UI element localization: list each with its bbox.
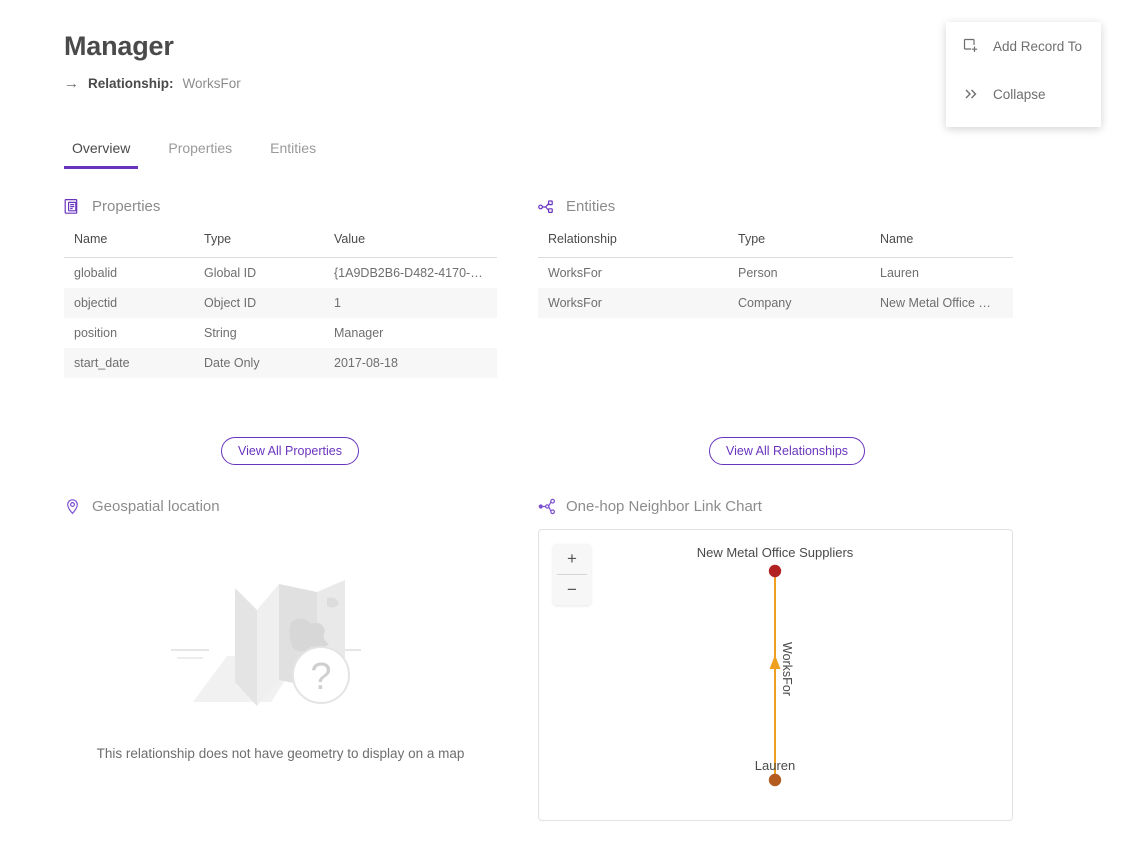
entities-table-header-row: Relationship Type Name xyxy=(538,232,1013,258)
map-empty-message: This relationship does not have geometry… xyxy=(96,746,465,761)
graph-node-person-label: Lauren xyxy=(754,758,796,773)
zoom-divider xyxy=(557,574,587,575)
cell-entity-link[interactable]: New Metal Office … xyxy=(880,296,991,310)
graph-node-company-label: New Metal Office Suppliers xyxy=(696,545,854,560)
link-chart-section-title: One-hop Neighbor Link Chart xyxy=(566,498,762,515)
entities-section-header: Entities xyxy=(538,198,615,215)
cell-type: Company xyxy=(738,296,792,310)
graph-edge-label: WorksFor xyxy=(780,642,794,696)
cell-name: start_date xyxy=(74,356,130,370)
table-row[interactable]: globalid Global ID {1A9DB2B6-D482-4170-… xyxy=(64,258,497,289)
view-all-properties-button[interactable]: View All Properties xyxy=(221,437,359,465)
view-all-relationships-button[interactable]: View All Relationships xyxy=(709,437,866,465)
entities-section-title: Entities xyxy=(566,198,616,215)
breadcrumb: → Relationship: WorksFor xyxy=(64,76,241,91)
double-chevron-right-icon xyxy=(962,86,980,102)
link-chart-panel[interactable]: + − New Metal Office Suppliers Lauren Wo… xyxy=(538,529,1013,821)
table-row[interactable]: WorksFor Company New Metal Office … xyxy=(538,288,1013,318)
entities-table: Relationship Type Name WorksFor Person L… xyxy=(538,232,1013,318)
cell-entity-link[interactable]: Lauren xyxy=(880,266,919,280)
graph-node-company[interactable] xyxy=(768,564,782,578)
properties-document-icon xyxy=(64,198,81,215)
cell-name: objectid xyxy=(74,296,118,310)
cell-type: Object ID xyxy=(204,296,257,310)
cell-type: Global ID xyxy=(204,266,257,280)
zoom-out-button[interactable]: − xyxy=(553,575,591,605)
page-title: Manager xyxy=(64,31,174,61)
properties-section-title: Properties xyxy=(92,198,161,215)
tab-bar: Overview Properties Entities xyxy=(64,140,346,169)
svg-text:?: ? xyxy=(310,656,331,698)
cell-value: Manager xyxy=(334,326,384,340)
cell-name: globalid xyxy=(74,266,118,280)
entities-link-icon xyxy=(538,198,555,215)
cell-value: {1A9DB2B6-D482-4170-… xyxy=(334,266,483,280)
cell-relationship: WorksFor xyxy=(548,296,602,310)
relationship-value: WorksFor xyxy=(182,76,241,91)
properties-section-header: Properties xyxy=(64,198,160,215)
cell-type: Person xyxy=(738,266,778,280)
properties-table-header-row: Name Type Value xyxy=(64,232,497,258)
cell-value: 1 xyxy=(334,296,341,310)
link-chart-graph xyxy=(768,564,782,787)
zoom-in-button[interactable]: + xyxy=(553,544,591,574)
tab-entities[interactable]: Entities xyxy=(270,140,317,156)
menu-item-label: Collapse xyxy=(993,86,1046,102)
geospatial-section-title: Geospatial location xyxy=(92,498,220,515)
folded-map-illustration: ? xyxy=(170,580,361,706)
menu-item-collapse[interactable]: Collapse xyxy=(946,70,1101,118)
link-chart-section-header: One-hop Neighbor Link Chart xyxy=(538,498,762,515)
col-name: Name xyxy=(64,232,194,258)
table-row[interactable]: objectid Object ID 1 xyxy=(64,288,497,318)
col-value: Value xyxy=(324,232,497,258)
col-type: Type xyxy=(728,232,870,258)
col-name: Name xyxy=(870,232,1013,258)
cell-relationship: WorksFor xyxy=(548,266,602,280)
table-row[interactable]: WorksFor Person Lauren xyxy=(538,258,1013,289)
context-menu: Add Record To Collapse xyxy=(946,22,1101,127)
table-row[interactable]: position String Manager xyxy=(64,318,497,348)
menu-item-label: Add Record To xyxy=(993,38,1083,54)
graph-node-person[interactable] xyxy=(768,773,782,787)
map-empty-placeholder: ? xyxy=(64,530,497,820)
table-row[interactable]: start_date Date Only 2017-08-18 xyxy=(64,348,497,378)
menu-item-add-record-to[interactable]: Add Record To xyxy=(946,22,1101,70)
cell-name: position xyxy=(74,326,118,340)
arrow-right-icon: → xyxy=(64,75,79,92)
map-pin-icon xyxy=(64,498,81,515)
geospatial-section-header: Geospatial location xyxy=(64,498,220,515)
add-record-icon xyxy=(962,38,980,54)
cell-type: String xyxy=(204,326,237,340)
col-relationship: Relationship xyxy=(538,232,728,258)
zoom-controls: + − xyxy=(553,544,591,605)
relationship-label: Relationship: xyxy=(88,76,174,91)
cell-type: Date Only xyxy=(204,356,260,370)
tab-overview[interactable]: Overview xyxy=(64,140,139,169)
tab-properties[interactable]: Properties xyxy=(168,140,233,156)
col-type: Type xyxy=(194,232,324,258)
properties-table: Name Type Value globalid Global ID {1A9D… xyxy=(64,232,497,378)
cell-value: 2017-08-18 xyxy=(334,356,398,370)
node-link-icon xyxy=(538,498,556,515)
